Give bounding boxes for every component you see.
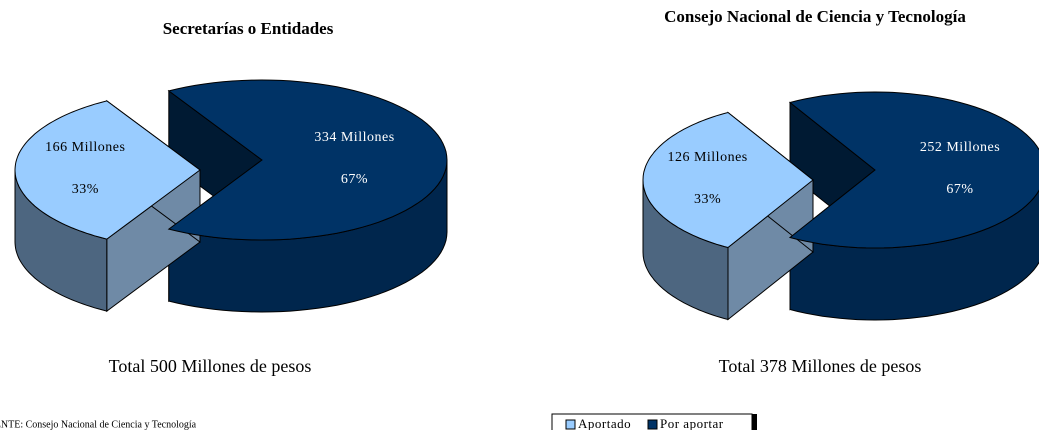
slice [167,79,448,241]
legend-swatch [647,419,658,430]
chart-title: Secretarías o Entidades [163,19,334,38]
percent-label: 67% [946,182,973,197]
percent-label: 67% [341,172,368,187]
value-label: 126 Millones [667,150,747,165]
legend-label: Aportado [578,416,631,430]
total-label: Total 378 Millones de pesos [719,356,922,376]
source-note: FUENTE: Consejo Nacional de Ciencia y Te… [0,419,197,430]
legend-swatch [565,419,576,430]
pie-chart: 126 Millones 33% 252 Millones 67% [642,91,1039,321]
chart-title: Consejo Nacional de Ciencia y Tecnología [664,7,966,26]
value-label: 334 Millones [314,130,394,145]
legend-shadow [752,414,757,430]
percent-label: 33% [694,192,721,207]
legend-label: Por aportar [660,416,724,430]
slice [788,91,1039,249]
pie-chart: 166 Millones 33% 334 Millones 67% [14,79,448,313]
slice [642,111,814,249]
value-label: 166 Millones [45,140,125,155]
slice [14,100,201,240]
value-label: 252 Millones [920,140,1000,155]
total-label: Total 500 Millones de pesos [109,356,312,376]
percent-label: 33% [72,182,99,197]
